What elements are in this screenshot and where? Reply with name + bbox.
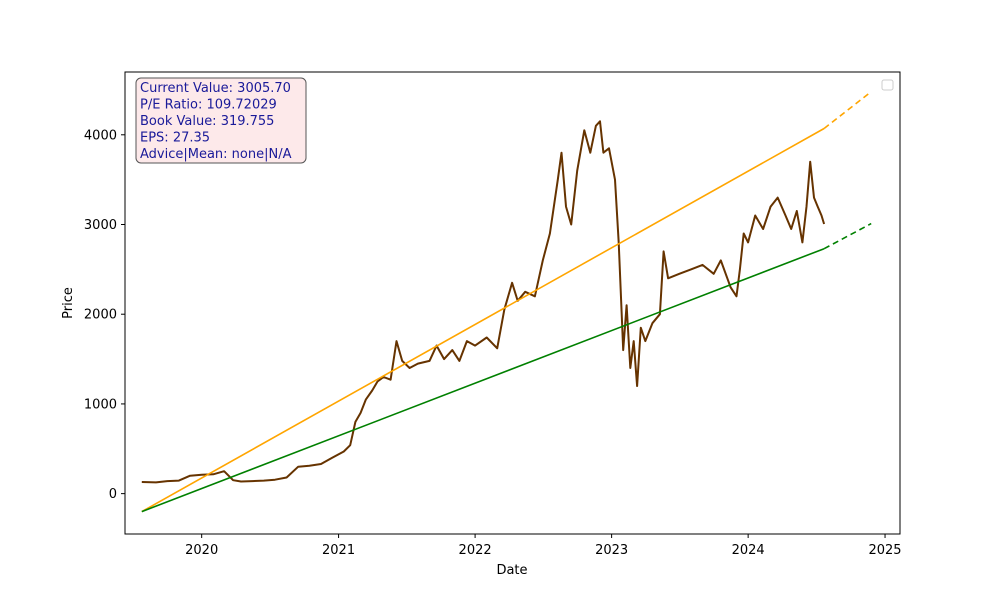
x-axis-label: Date <box>496 563 527 578</box>
y-tick-label: 0 <box>109 487 117 502</box>
series-line-0 <box>141 120 826 484</box>
y-tick-label: 4000 <box>84 128 117 143</box>
series-line-1 <box>141 127 825 513</box>
x-tick-label: 2020 <box>185 543 218 558</box>
x-tick-label: 2024 <box>732 543 765 558</box>
info-box: Current Value: 3005.70 P/E Ratio: 109.72… <box>135 77 307 164</box>
legend-box <box>881 79 894 91</box>
y-tick-label: 2000 <box>84 308 117 323</box>
series-line-4 <box>823 222 872 250</box>
y-tick-label: 3000 <box>84 218 117 233</box>
info-pe-ratio: P/E Ratio: 109.72029 <box>140 98 277 113</box>
info-advice-mean: Advice|Mean: none|N/A <box>140 147 292 162</box>
axes-frame <box>124 71 901 535</box>
plot-content <box>141 91 872 513</box>
x-tick-label: 2023 <box>595 543 628 558</box>
y-axis-label: Price <box>61 287 76 319</box>
x-axis-ticks: 2020 2021 2022 2023 2024 2025 <box>185 534 902 558</box>
info-eps: EPS: 27.35 <box>140 131 210 146</box>
x-tick-label: 2022 <box>459 543 492 558</box>
y-axis-ticks: 0 1000 2000 3000 4000 <box>84 128 125 502</box>
x-tick-label: 2021 <box>322 543 355 558</box>
info-current-value: Current Value: 3005.70 <box>140 81 291 96</box>
series-line-3 <box>141 247 825 513</box>
info-book-value: Book Value: 319.755 <box>140 114 274 129</box>
y-tick-label: 1000 <box>84 397 117 412</box>
info-box-background <box>135 77 307 164</box>
x-tick-label: 2025 <box>868 543 901 558</box>
